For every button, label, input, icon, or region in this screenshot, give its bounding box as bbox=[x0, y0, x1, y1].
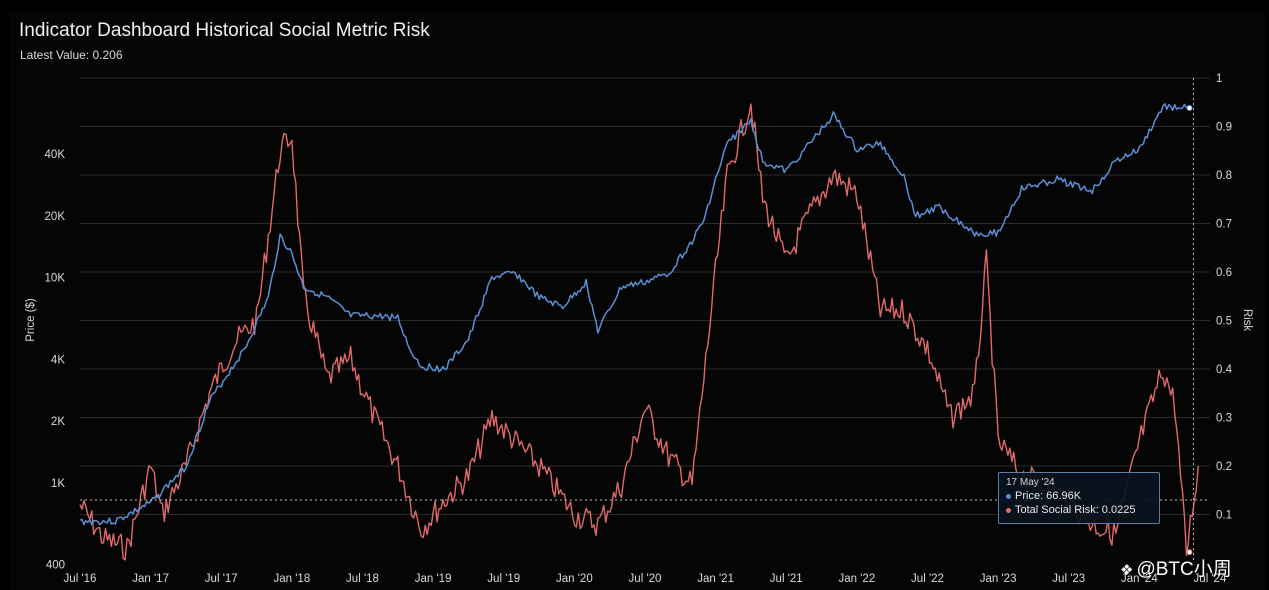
right-tick-label: 0.3 bbox=[1216, 413, 1232, 425]
x-tick-label: Jan '21 bbox=[697, 573, 734, 585]
left-tick-label: 20K bbox=[45, 211, 66, 223]
right-tick-label: 0.5 bbox=[1216, 316, 1232, 328]
risk-dot-icon bbox=[1006, 507, 1011, 513]
left-tick-label: 10K bbox=[45, 273, 66, 285]
x-tick-label: Jan '20 bbox=[556, 573, 593, 585]
x-tick-label: Jan '24 bbox=[1121, 573, 1158, 585]
left-tick-label: 400 bbox=[46, 560, 65, 572]
x-tick-label: Jul '23 bbox=[1052, 573, 1085, 585]
watermark: ❖ @BTC小周 bbox=[1120, 554, 1232, 581]
x-tick-label: Jul '17 bbox=[205, 573, 238, 585]
x-tick-label: Jan '23 bbox=[980, 573, 1017, 585]
risk-marker bbox=[1186, 549, 1193, 556]
binance-diamond-icon: ❖ bbox=[1120, 562, 1134, 579]
x-tick-label: Jan '17 bbox=[132, 573, 169, 585]
right-tick-label: 0.7 bbox=[1216, 219, 1232, 231]
x-tick-label: Jan '22 bbox=[839, 573, 876, 585]
page-title: Indicator Dashboard Historical Social Me… bbox=[19, 20, 430, 41]
right-tick-label: 0.9 bbox=[1216, 122, 1232, 134]
x-tick-label: Jan '19 bbox=[415, 573, 452, 585]
right-tick-label: 0.6 bbox=[1216, 267, 1232, 279]
right-tick-label: 1 bbox=[1216, 73, 1222, 85]
price-marker bbox=[1186, 105, 1193, 112]
x-tick-label: Jan '18 bbox=[274, 573, 311, 585]
left-tick-label: 1K bbox=[51, 478, 65, 490]
left-tick-label: 40K bbox=[45, 149, 66, 161]
tooltip-risk: Total Social Risk: 0.0225 bbox=[1015, 504, 1136, 516]
risk-series-line bbox=[79, 103, 1199, 561]
right-tick-label: 0.2 bbox=[1216, 461, 1232, 473]
x-tick-label: Jul '16 bbox=[64, 573, 97, 585]
watermark-text: @BTC小周 bbox=[1136, 559, 1232, 580]
right-tick-label: 0.8 bbox=[1216, 170, 1232, 182]
latest-value: Latest Value: 0.206 bbox=[20, 48, 123, 62]
tooltip-date: 17 May '24 bbox=[1006, 477, 1055, 488]
tooltip-price: Price: 66.96K bbox=[1015, 490, 1082, 502]
x-tick-label: Jul '21 bbox=[770, 573, 803, 585]
right-tick-label: 0.1 bbox=[1216, 510, 1232, 522]
y-axis-label-left: Price ($) bbox=[25, 298, 37, 342]
x-tick-label: Jul '20 bbox=[629, 573, 662, 585]
price-series-line bbox=[79, 103, 1188, 526]
x-tick-label: Jul '18 bbox=[346, 573, 379, 585]
y-axis-label-right: Risk bbox=[1241, 309, 1253, 332]
chart-tooltip: 17 May '24 Price: 66.96K Total Social Ri… bbox=[998, 472, 1160, 524]
left-tick-label: 4K bbox=[51, 354, 65, 366]
x-tick-label: Jul '19 bbox=[487, 573, 520, 585]
price-dot-icon bbox=[1006, 493, 1011, 499]
x-tick-label: Jul '22 bbox=[911, 573, 944, 585]
right-tick-label: 0.4 bbox=[1216, 364, 1233, 376]
left-tick-label: 2K bbox=[51, 416, 65, 428]
x-tick-label: Jul '24 bbox=[1194, 573, 1227, 585]
